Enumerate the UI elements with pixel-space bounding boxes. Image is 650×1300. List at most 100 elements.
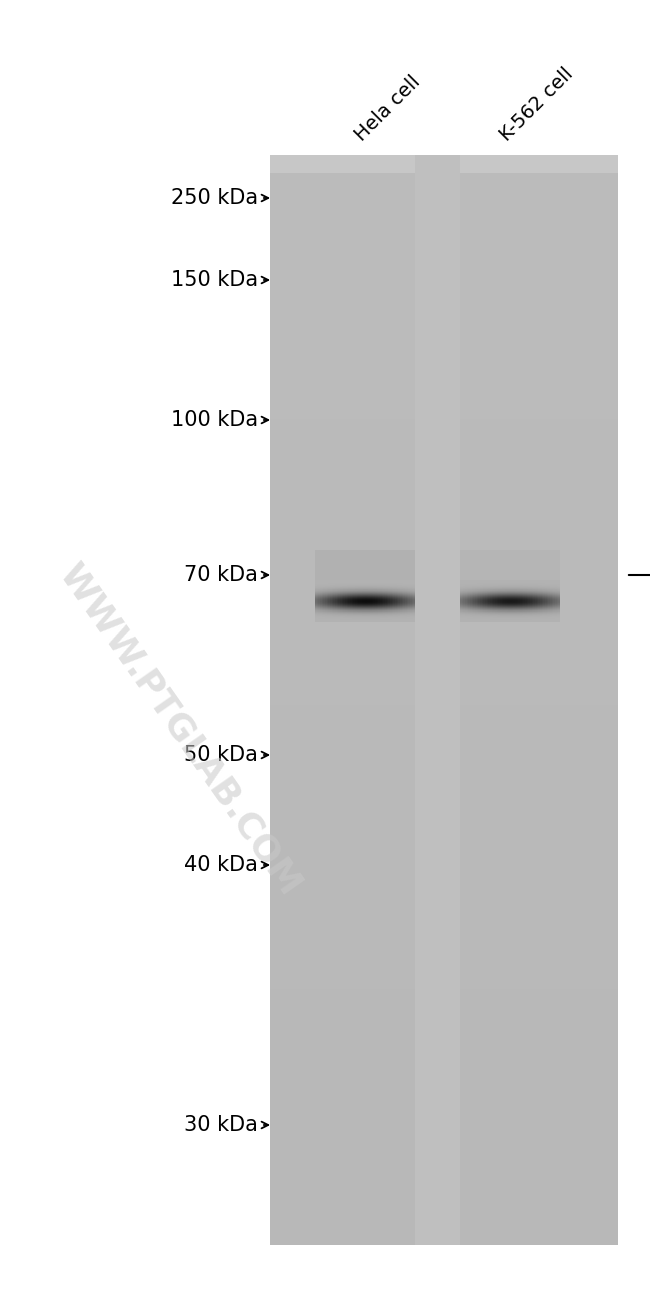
Bar <box>270 727 618 731</box>
Bar <box>270 768 618 771</box>
Bar <box>270 564 618 567</box>
Bar <box>270 861 618 863</box>
Bar <box>270 771 618 774</box>
Bar <box>270 354 618 356</box>
Bar <box>270 656 618 659</box>
Bar <box>270 1218 618 1221</box>
Bar <box>270 920 618 923</box>
Bar <box>270 384 618 386</box>
Bar <box>270 634 618 637</box>
Bar <box>270 1117 618 1119</box>
Bar <box>270 736 618 738</box>
Bar <box>270 1067 618 1071</box>
Bar <box>270 649 618 651</box>
Bar <box>270 329 618 332</box>
Bar <box>270 915 618 918</box>
Text: 40 kDa: 40 kDa <box>184 855 258 875</box>
Bar <box>270 160 618 164</box>
Bar <box>270 1221 618 1223</box>
Bar <box>270 1243 618 1245</box>
Bar <box>270 166 618 169</box>
Bar <box>270 1027 618 1030</box>
Bar <box>270 913 618 915</box>
Bar <box>270 950 618 953</box>
Bar <box>270 662 618 664</box>
Bar <box>270 1095 618 1097</box>
Bar <box>270 831 618 833</box>
Bar <box>270 1164 618 1166</box>
Bar <box>270 651 618 654</box>
Bar <box>270 534 618 537</box>
Bar <box>270 528 618 532</box>
Bar <box>270 441 618 443</box>
Bar <box>270 972 618 975</box>
Bar <box>270 172 618 174</box>
Bar <box>270 855 618 858</box>
Bar <box>270 760 618 763</box>
Bar <box>270 1005 618 1008</box>
Bar <box>270 809 618 811</box>
Bar <box>270 237 618 239</box>
Bar <box>270 174 618 177</box>
Bar <box>270 411 618 413</box>
Bar <box>270 433 618 436</box>
Bar <box>270 863 618 866</box>
Bar <box>270 885 618 888</box>
Bar <box>270 190 618 194</box>
Bar <box>270 155 618 173</box>
Bar <box>270 1152 618 1156</box>
Bar <box>270 244 618 247</box>
Bar <box>270 229 618 231</box>
Bar <box>270 1082 618 1084</box>
Bar <box>270 1209 618 1213</box>
Bar <box>270 447 618 450</box>
Bar <box>315 550 415 580</box>
Bar <box>270 490 618 493</box>
Bar <box>270 1188 618 1191</box>
Bar <box>270 970 618 972</box>
Bar <box>270 957 618 959</box>
Bar <box>270 891 618 893</box>
Bar <box>270 1114 618 1117</box>
Bar <box>270 370 618 373</box>
Bar <box>270 555 618 558</box>
Bar <box>270 1032 618 1035</box>
Bar <box>270 1019 618 1022</box>
Bar <box>270 575 618 577</box>
Bar <box>270 550 618 552</box>
Text: 50 kDa: 50 kDa <box>184 745 258 764</box>
Bar <box>270 212 618 214</box>
Bar <box>270 1147 618 1149</box>
Bar <box>270 604 618 607</box>
Bar <box>270 790 618 793</box>
Bar <box>270 248 618 251</box>
Bar <box>270 850 618 853</box>
Bar <box>270 1035 618 1037</box>
Bar <box>270 989 618 992</box>
Bar <box>270 1062 618 1065</box>
Bar <box>270 749 618 751</box>
Bar <box>270 187 618 190</box>
Bar <box>270 1037 618 1040</box>
Bar <box>270 239 618 242</box>
Bar <box>270 495 618 498</box>
Bar <box>270 1024 618 1027</box>
Bar <box>270 1240 618 1243</box>
Bar <box>270 779 618 781</box>
Bar <box>270 471 618 473</box>
Bar <box>270 1206 618 1209</box>
Bar <box>270 356 618 359</box>
Bar <box>270 1065 618 1067</box>
Bar <box>270 733 618 736</box>
Bar <box>270 577 618 580</box>
Bar <box>270 621 618 624</box>
Bar <box>270 515 618 517</box>
Bar <box>270 1216 618 1218</box>
Bar <box>270 332 618 335</box>
Bar <box>270 1109 618 1111</box>
Bar <box>270 905 618 907</box>
Bar <box>270 1174 618 1176</box>
Bar <box>270 868 618 872</box>
Bar <box>270 311 618 313</box>
Bar <box>270 902 618 905</box>
